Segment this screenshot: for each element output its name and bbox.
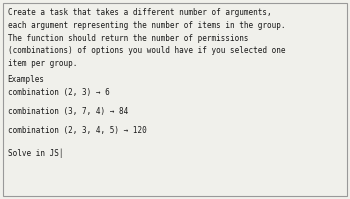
- Text: combination (2, 3) → 6: combination (2, 3) → 6: [8, 88, 110, 97]
- Text: combination (2, 3, 4, 5) → 120: combination (2, 3, 4, 5) → 120: [8, 126, 146, 135]
- Text: Create a task that takes a different number of arguments,: Create a task that takes a different num…: [8, 8, 271, 18]
- Text: item per group.: item per group.: [8, 59, 77, 68]
- Text: combination (3, 7, 4) → 84: combination (3, 7, 4) → 84: [8, 107, 128, 116]
- Text: (combinations) of options you would have if you selected one: (combinations) of options you would have…: [8, 46, 285, 55]
- Text: Solve in JS│: Solve in JS│: [8, 148, 63, 158]
- Text: The function should return the number of permissions: The function should return the number of…: [8, 33, 248, 43]
- Text: Examples: Examples: [8, 75, 45, 84]
- Text: each argument representing the number of items in the group.: each argument representing the number of…: [8, 21, 285, 30]
- FancyBboxPatch shape: [3, 3, 346, 196]
